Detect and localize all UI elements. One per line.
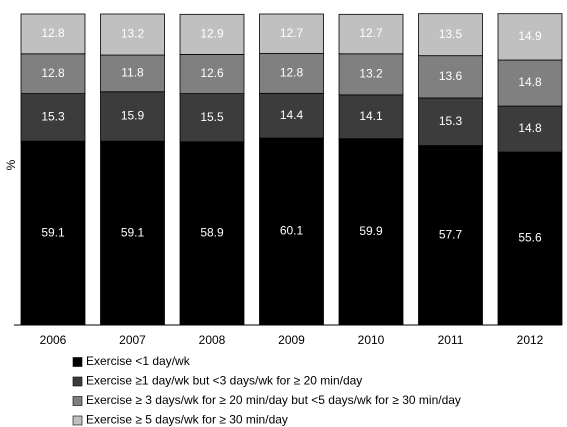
bar-segment-2007-series-3: [100, 54, 165, 93]
legend-swatch-series-3: [72, 396, 83, 406]
data-label-2007-series-1: 59.1: [121, 225, 145, 239]
data-label-2009-series-1: 60.1: [280, 224, 304, 238]
data-label-2007-series-2: 15.9: [121, 109, 145, 123]
data-label-2012-series-3: 14.8: [518, 75, 542, 89]
bar-segment-2006-series-1: [20, 140, 86, 326]
x-tick-label-2007: 2007: [119, 333, 146, 347]
data-label-2009-series-3: 12.8: [280, 66, 304, 80]
bar-segment-2011-series-3: [418, 55, 483, 99]
bar-segment-2007-series-4: [100, 13, 165, 56]
bar-segment-2007-series-1: [100, 140, 165, 326]
data-label-2008-series-4: 12.9: [200, 27, 224, 41]
bar-segment-2012-series-4: [497, 13, 563, 61]
data-label-2010-series-2: 14.1: [359, 109, 383, 123]
data-label-2011-series-2: 15.3: [439, 114, 463, 128]
data-label-2008-series-1: 58.9: [200, 226, 224, 240]
data-label-2006-series-2: 15.3: [41, 110, 65, 124]
data-label-2012-series-4: 14.9: [518, 29, 542, 43]
bar-segment-2010-series-1: [338, 138, 404, 326]
data-label-2006-series-3: 12.8: [41, 66, 65, 80]
bar-segment-2009-series-1: [259, 137, 324, 326]
bar-segment-2010-series-4: [338, 13, 404, 55]
legend-swatch-series-4: [72, 415, 83, 426]
data-label-2012-series-2: 14.8: [518, 121, 542, 135]
bars-group: 59.1 15.3 12.8 12.8 59.1 15.9 11.8 13.2 58.9 15.5…: [20, 13, 563, 326]
data-label-2010-series-3: 13.2: [359, 67, 383, 81]
x-tick-label-2008: 2008: [199, 333, 226, 347]
x-tick-label-2012: 2012: [517, 333, 544, 347]
legend-label-series-4: Exercise ≥ 5 days/wk for ≥ 30 min/day: [86, 413, 288, 427]
bar-segment-2008-series-3: [179, 54, 245, 95]
data-label-2011-series-3: 13.6: [439, 69, 463, 83]
x-tick-labels: 2006 2007 2008 2009 2010 2011 2012: [40, 333, 544, 347]
bar-segment-2011-series-4: [418, 13, 483, 57]
data-label-2012-series-1: 55.6: [518, 231, 542, 245]
x-tick-label-2006: 2006: [40, 333, 67, 347]
data-label-2006-series-4: 12.8: [41, 26, 65, 40]
bar-segment-2009-series-4: [259, 13, 324, 54]
data-label-2008-series-3: 12.6: [200, 66, 224, 80]
bar-segment-2006-series-4: [20, 13, 86, 55]
x-tick-label-2009: 2009: [278, 333, 305, 347]
legend: Exercise <1 day/wk Exercise ≥1 day/wk but…: [72, 354, 461, 427]
data-label-2009-series-4: 12.7: [280, 26, 304, 40]
bar-segment-2012-series-3: [497, 59, 563, 107]
x-tick-label-2010: 2010: [358, 333, 385, 347]
legend-label-series-2: Exercise ≥1 day/wk but <3 days/wk for ≥ …: [86, 374, 362, 388]
data-label-2011-series-4: 13.5: [439, 27, 463, 41]
data-label-2007-series-4: 13.2: [121, 27, 145, 41]
legend-swatch-series-2: [72, 376, 83, 387]
legend-label-series-1: Exercise <1 day/wk: [86, 354, 191, 368]
data-label-2010-series-1: 59.9: [359, 224, 383, 238]
bar-segment-2009-series-3: [259, 53, 324, 94]
bar-segment-2008-series-4: [179, 13, 245, 55]
bar-segment-2010-series-2: [338, 94, 404, 140]
legend-swatch-series-1: [72, 357, 83, 367]
x-tick-label-2011: 2011: [438, 333, 464, 347]
data-label-2011-series-1: 57.7: [439, 227, 463, 241]
data-label-2006-series-1: 59.1: [41, 225, 65, 239]
y-axis-label: %: [4, 159, 18, 170]
data-label-2009-series-2: 14.4: [280, 108, 304, 122]
bar-segment-2012-series-1: [497, 151, 563, 326]
data-label-2007-series-3: 11.8: [121, 66, 144, 80]
data-label-2010-series-4: 12.7: [359, 26, 383, 40]
bar-segment-2010-series-3: [338, 53, 404, 96]
bar-segment-2006-series-2: [20, 93, 86, 142]
data-label-2008-series-2: 15.5: [200, 110, 224, 124]
legend-label-series-3: Exercise ≥ 3 days/wk for ≥ 20 min/day bu…: [86, 393, 461, 407]
bar-segment-2007-series-2: [100, 91, 165, 142]
bar-segment-2011-series-1: [418, 145, 483, 326]
bar-segment-2012-series-2: [497, 105, 563, 153]
bar-segment-2008-series-2: [179, 93, 245, 143]
